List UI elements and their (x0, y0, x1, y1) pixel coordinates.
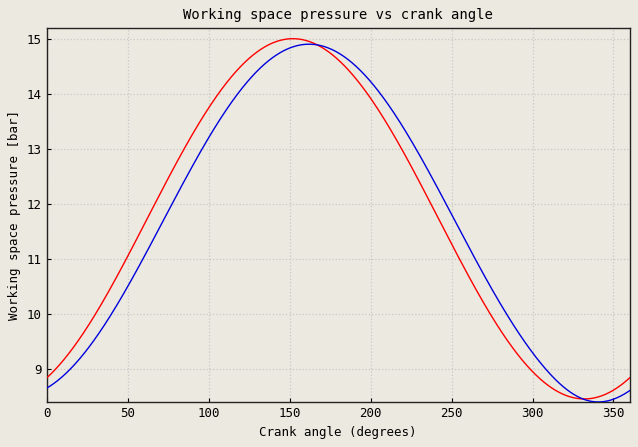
Title: Working space pressure vs crank angle: Working space pressure vs crank angle (183, 8, 493, 22)
X-axis label: Crank angle (degrees): Crank angle (degrees) (260, 426, 417, 439)
Y-axis label: Working space pressure [bar]: Working space pressure [bar] (8, 110, 21, 320)
